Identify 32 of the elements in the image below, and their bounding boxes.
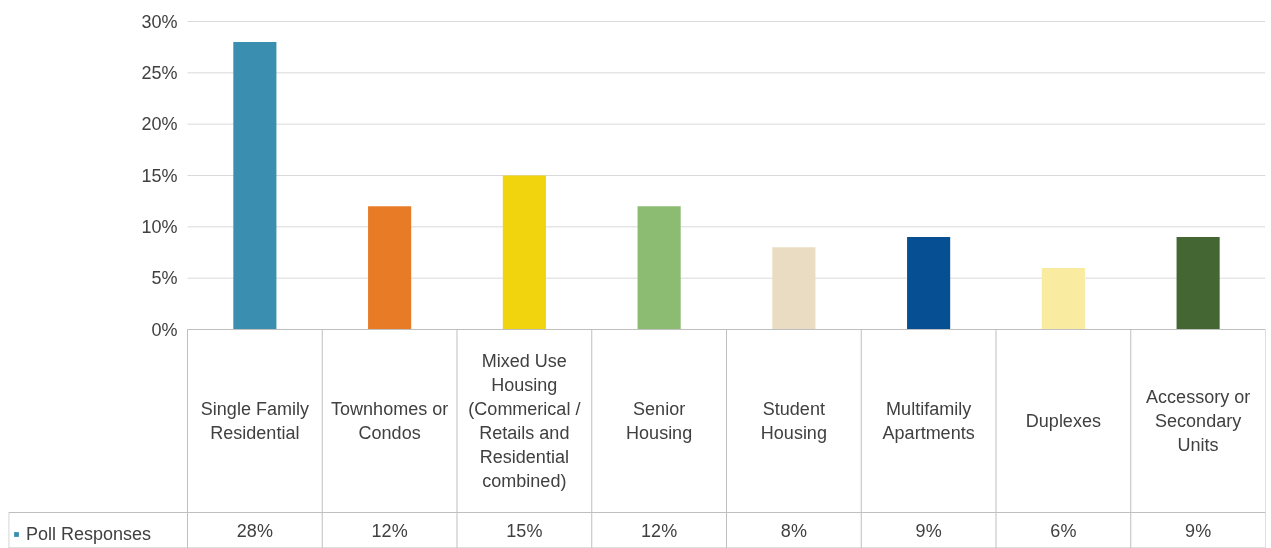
x-tick-label: Mixed Use Housing (Commerical / Retails and Residential combined)	[468, 351, 581, 491]
y-tick-label: 5%	[151, 268, 178, 289]
bar	[907, 237, 951, 330]
bar	[1041, 267, 1085, 330]
data-label: 9%	[1185, 520, 1212, 541]
data-label: 12%	[641, 520, 678, 541]
bar	[502, 175, 546, 330]
legend-label: Poll Responses	[26, 523, 152, 545]
bar	[233, 42, 277, 330]
x-tick-label: Student Housing	[760, 399, 827, 443]
x-tick-label: Duplexes	[1025, 411, 1101, 431]
bar	[637, 206, 681, 330]
y-tick-label: 0%	[151, 319, 178, 340]
x-tick-label: Single Family Residential	[200, 399, 309, 443]
y-tick-label: 20%	[141, 114, 178, 135]
y-tick-label: 10%	[141, 216, 178, 237]
x-tick-label: Senior Housing	[626, 399, 693, 443]
data-label: 28%	[236, 520, 273, 541]
data-label: 9%	[915, 520, 942, 541]
x-tick-label: Multifamily Apartments	[882, 399, 975, 443]
bar	[772, 247, 816, 330]
data-label: 12%	[371, 520, 408, 541]
x-tick-label: Townhomes or Condos	[331, 399, 449, 443]
x-tick-label: Accessory or Secondary Units	[1146, 387, 1251, 455]
y-tick-label: 15%	[141, 165, 178, 186]
data-label: 15%	[506, 520, 543, 541]
bar	[1176, 237, 1220, 330]
data-label: 6%	[1050, 520, 1077, 541]
bar	[368, 206, 412, 330]
data-label: 8%	[780, 520, 807, 541]
y-tick-label: 25%	[141, 62, 178, 83]
y-tick-label: 30%	[141, 11, 178, 32]
